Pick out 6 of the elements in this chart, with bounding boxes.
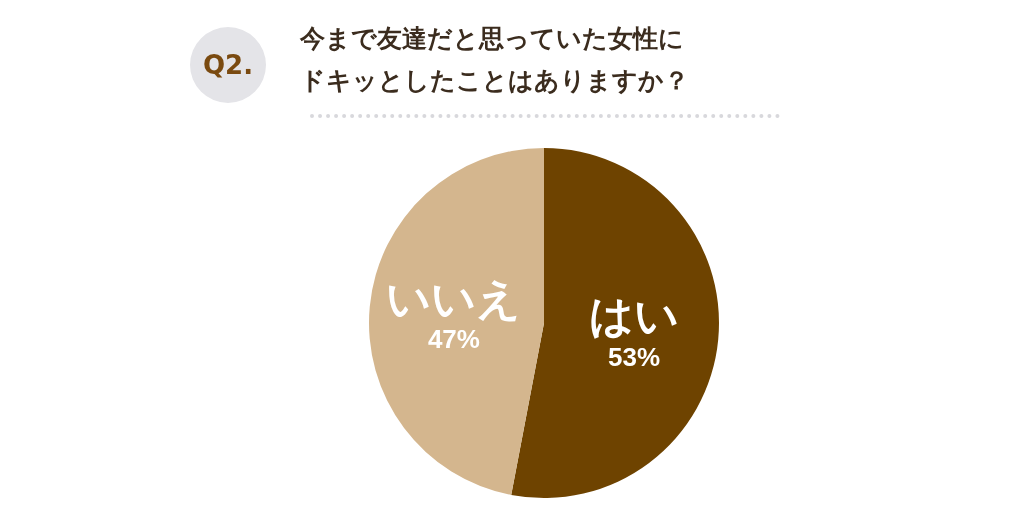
chart-subtitle: ドキッとしたことはありますか？ <box>300 66 689 95</box>
slice-label: はい <box>589 291 680 341</box>
data-label: 53% <box>608 341 661 372</box>
chart-title: 今まで友達だと思っていた女性に <box>300 24 684 53</box>
slice-label: いいえ <box>386 273 522 323</box>
data-label: 47% <box>427 324 480 355</box>
